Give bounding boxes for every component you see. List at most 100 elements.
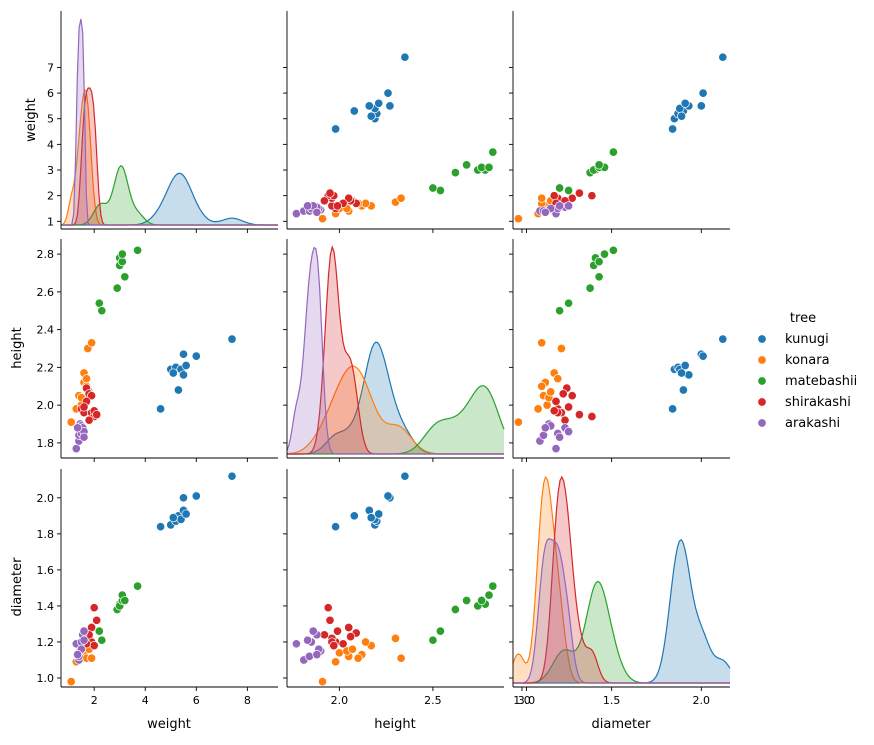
point-kunugi-weight-height (331, 124, 341, 134)
point-kunugi-weight-height (400, 52, 410, 62)
point-konara-height-diameter (537, 381, 547, 391)
point-shirakashi-diameter-height (338, 639, 348, 649)
point-konara-weight-diameter (537, 193, 547, 203)
x-tick-label-diameter: 1.0 (513, 694, 531, 707)
kde-line-arakashi-height (286, 246, 504, 455)
kde-line-arakashi-weight (61, 18, 278, 226)
point-arakashi-diameter-weight (79, 626, 89, 636)
point-arakashi-diameter-height (312, 650, 322, 660)
y-tick-label-height: 2.4 (37, 324, 55, 337)
point-konara-diameter-weight (87, 653, 97, 663)
legend-title: tree (790, 311, 816, 326)
panel-diameter-vs-height: 2.0 2.5 3.0 (283, 469, 535, 707)
y-tick-label-height: 2.6 (37, 286, 55, 299)
point-kunugi-weight-diameter (698, 88, 708, 98)
point-shirakashi-height-diameter (551, 396, 561, 406)
point-konara-diameter-height (361, 637, 371, 647)
point-kunugi-height-diameter (698, 351, 708, 361)
y-tick-label-weight: 6 (47, 87, 54, 100)
legend-marker-konara (757, 355, 767, 365)
point-shirakashi-height-diameter (574, 410, 584, 420)
point-arakashi-height-diameter (555, 432, 565, 442)
x-axis-label-diameter: diameter (592, 717, 652, 732)
point-shirakashi-diameter-height (323, 603, 333, 613)
point-kunugi-height-diameter (680, 360, 690, 371)
kde-fill-kunugi-weight (61, 173, 278, 225)
point-matebashii-diameter-height (450, 604, 460, 615)
legend-marker-shirakashi (757, 397, 767, 407)
y-tick-label-height: 1.8 (37, 437, 55, 450)
point-matebashii-height-diameter (564, 298, 574, 308)
point-konara-height-diameter (533, 404, 543, 414)
point-matebashii-height-weight (120, 272, 130, 282)
point-shirakashi-diameter-weight (89, 603, 99, 613)
panel-weight-vs-diameter (509, 11, 730, 233)
point-arakashi-height-diameter (564, 427, 574, 437)
point-arakashi-weight-diameter (540, 207, 550, 217)
point-arakashi-diameter-weight (79, 635, 89, 645)
y-tick-label-weight: 4 (47, 138, 54, 151)
panel-height-vs-weight: 1.8 2.0 2.2 2.4 2.6 2.8 (37, 239, 278, 462)
x-axis-label-height: height (374, 717, 415, 732)
point-shirakashi-weight-height (325, 188, 335, 198)
kde-fill-arakashi-height (287, 247, 504, 454)
point-kunugi-height-weight (168, 368, 178, 378)
y-tick-label-diameter: 1.6 (37, 564, 55, 577)
legend-label-arakashi: arakashi (785, 416, 840, 431)
point-matebashii-height-diameter (594, 257, 604, 267)
x-tick-label-height: 2.5 (424, 694, 442, 707)
point-kunugi-weight-height (364, 101, 374, 111)
point-kunugi-diameter-weight (156, 522, 166, 532)
point-kunugi-height-weight (173, 385, 183, 395)
point-konara-diameter-height (317, 677, 328, 687)
point-matebashii-weight-diameter (564, 185, 574, 196)
point-arakashi-diameter-weight (73, 650, 83, 660)
kde-fill-kunugi-height (287, 342, 504, 454)
point-kunugi-diameter-weight (181, 509, 191, 519)
panel-weight-vs-height (283, 11, 527, 233)
point-arakashi-weight-diameter (564, 201, 574, 211)
point-konara-diameter-height (334, 648, 344, 658)
y-tick-label-weight: 3 (47, 164, 54, 177)
panel-weight-vs-weight: 1 2 3 4 5 6 7 (47, 11, 278, 233)
point-kunugi-diameter-height (366, 513, 376, 523)
point-matebashii-diameter-height (484, 590, 494, 600)
point-konara-diameter-height (390, 633, 401, 643)
y-tick-label-diameter: 1.4 (37, 600, 55, 613)
point-kunugi-diameter-height (400, 471, 410, 481)
x-tick-label-weight: 2 (91, 694, 98, 707)
point-kunugi-diameter-height (383, 491, 393, 501)
point-shirakashi-weight-diameter (549, 191, 559, 201)
point-shirakashi-height-diameter (560, 415, 570, 425)
point-shirakashi-height-diameter (587, 411, 597, 422)
point-konara-weight-height (317, 214, 328, 224)
point-kunugi-diameter-weight (191, 491, 201, 501)
x-tick-label-height: 2.0 (331, 694, 349, 707)
point-kunugi-weight-diameter (677, 111, 687, 121)
x-tick-label-diameter: 2.0 (693, 694, 711, 707)
point-shirakashi-height-weight (79, 402, 89, 412)
point-kunugi-weight-height (349, 106, 359, 116)
point-kunugi-height-diameter (678, 385, 688, 395)
point-arakashi-weight-height (312, 207, 322, 217)
kde-fill-shirakashi-weight (61, 88, 278, 225)
point-kunugi-height-weight (178, 370, 189, 380)
point-arakashi-height-weight (73, 423, 83, 433)
y-tick-label-weight: 5 (47, 113, 54, 126)
point-matebashii-height-diameter (585, 283, 595, 293)
y-axis-label-height: height (10, 327, 25, 368)
point-kunugi-weight-height (374, 98, 384, 108)
point-konara-diameter-weight (66, 677, 76, 687)
point-shirakashi-diameter-weight (92, 615, 102, 625)
panel-height-vs-diameter (509, 239, 730, 462)
point-matebashii-diameter-weight (120, 595, 130, 606)
legend: tree kunugi konara matebashii shirakashi ara… (757, 311, 857, 431)
kde-fill-shirakashi-height (287, 247, 504, 454)
point-arakashi-height-weight (71, 444, 81, 454)
point-konara-height-weight (81, 374, 92, 384)
point-shirakashi-weight-diameter (587, 191, 597, 201)
point-kunugi-height-diameter (718, 334, 728, 344)
x-tick-label-height: 3.0 (518, 694, 536, 707)
point-shirakashi-weight-diameter (574, 188, 584, 198)
point-shirakashi-height-weight (87, 391, 97, 401)
